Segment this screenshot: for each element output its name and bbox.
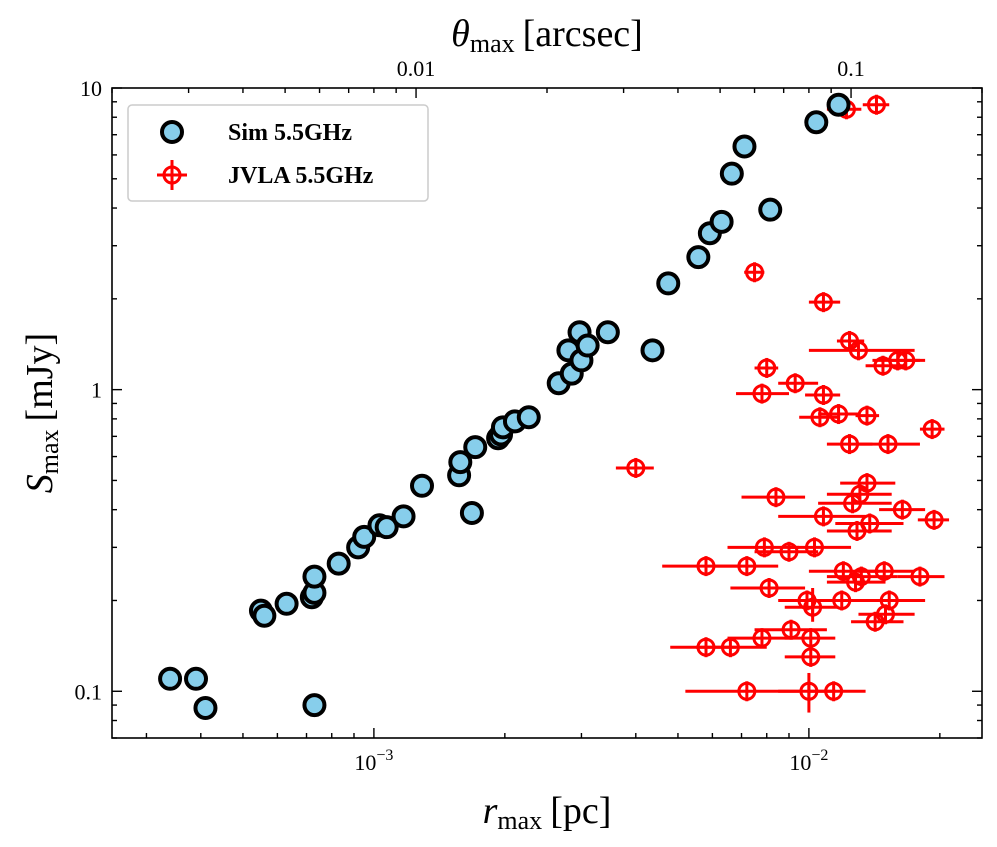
jvla-point — [736, 383, 789, 404]
jvla-point — [712, 556, 779, 577]
jvla-point — [826, 572, 886, 593]
jvla-point — [891, 350, 920, 371]
jvla-point — [695, 637, 767, 658]
sim-point — [719, 161, 744, 186]
sim-point — [640, 338, 665, 363]
jvla-point — [799, 407, 841, 428]
y-axis-title: Smax[mJy] — [19, 333, 64, 493]
jvla-point — [615, 457, 654, 478]
legend-box — [127, 104, 429, 202]
sim-point — [302, 564, 327, 589]
jvla-point — [744, 262, 765, 283]
y-tick-label: 1 — [91, 378, 102, 403]
jvla-point — [818, 493, 892, 514]
jvla-point — [788, 537, 852, 558]
jvla-point — [808, 681, 866, 702]
legend-jvla-label: JVLA 5.5GHz — [228, 163, 374, 189]
sim-point — [193, 696, 218, 721]
jvla-point — [741, 487, 806, 508]
x-tick-label: 10−2 — [789, 747, 828, 775]
sim-point — [274, 591, 299, 616]
sim-point — [352, 524, 377, 549]
jvla-point — [778, 373, 819, 394]
jvla-point — [862, 94, 890, 115]
sim-point — [656, 271, 681, 296]
jvla-point — [897, 566, 945, 587]
sim-point — [158, 666, 183, 691]
jvla-point — [805, 384, 841, 405]
sim-point — [252, 603, 277, 628]
sim-point — [184, 666, 209, 691]
sim-point — [374, 515, 399, 540]
jvla-point — [855, 405, 880, 426]
jvla-point — [919, 419, 945, 440]
jvla-point — [778, 506, 866, 527]
jvla-point — [730, 577, 806, 598]
jvla-point — [784, 628, 836, 649]
sim-point — [410, 473, 435, 498]
jvla-point — [727, 628, 794, 649]
jvla-point — [851, 611, 904, 632]
x-axis-title: rmax [pc] — [483, 790, 612, 835]
jvla-point — [784, 646, 836, 667]
sim-point — [595, 320, 620, 345]
legend-sim-label: Sim 5.5GHz — [228, 120, 352, 146]
sim-point — [302, 693, 327, 718]
sim-point — [326, 551, 351, 576]
jvla-series — [615, 94, 950, 713]
jvla-point — [865, 355, 904, 376]
jvla-point — [818, 404, 859, 425]
sim-point — [732, 134, 757, 159]
jvla-point — [808, 292, 841, 313]
jvla-point — [727, 537, 800, 558]
jvla-point — [858, 561, 915, 582]
legend: Sim 5.5GHz JVLA 5.5GHz — [127, 104, 429, 202]
top-axis-title: θmax [arcsec] — [451, 13, 643, 58]
jvla-point — [808, 340, 915, 361]
jvla-point — [826, 520, 892, 541]
jvla-point — [858, 434, 920, 455]
sim-point — [575, 333, 600, 358]
legend-jvla-marker — [157, 160, 187, 190]
sim-point — [448, 450, 473, 475]
top-tick-label: 0.1 — [837, 56, 865, 81]
jvla-point — [754, 357, 779, 378]
sim-point — [391, 504, 416, 529]
jvla-point — [879, 499, 926, 520]
sim-point — [709, 209, 734, 234]
jvla-point — [917, 509, 950, 530]
sim-series — [158, 92, 851, 721]
sim-point — [459, 500, 484, 525]
sim-point — [686, 245, 711, 270]
x-tick-label: 10−3 — [354, 747, 393, 775]
sim-point — [804, 110, 829, 135]
sim-point — [758, 197, 783, 222]
y-tick-label: 0.1 — [75, 679, 103, 704]
y-tick-label: 10 — [80, 76, 102, 101]
sim-point — [826, 92, 851, 117]
sim-point — [516, 405, 541, 430]
legend-sim-marker — [160, 120, 184, 144]
top-tick-label: 0.01 — [397, 56, 436, 81]
axis-ticks: 10−3 10−2 0.1 1 10 0.01 0.1 — [75, 56, 983, 775]
sim-point — [463, 435, 488, 460]
